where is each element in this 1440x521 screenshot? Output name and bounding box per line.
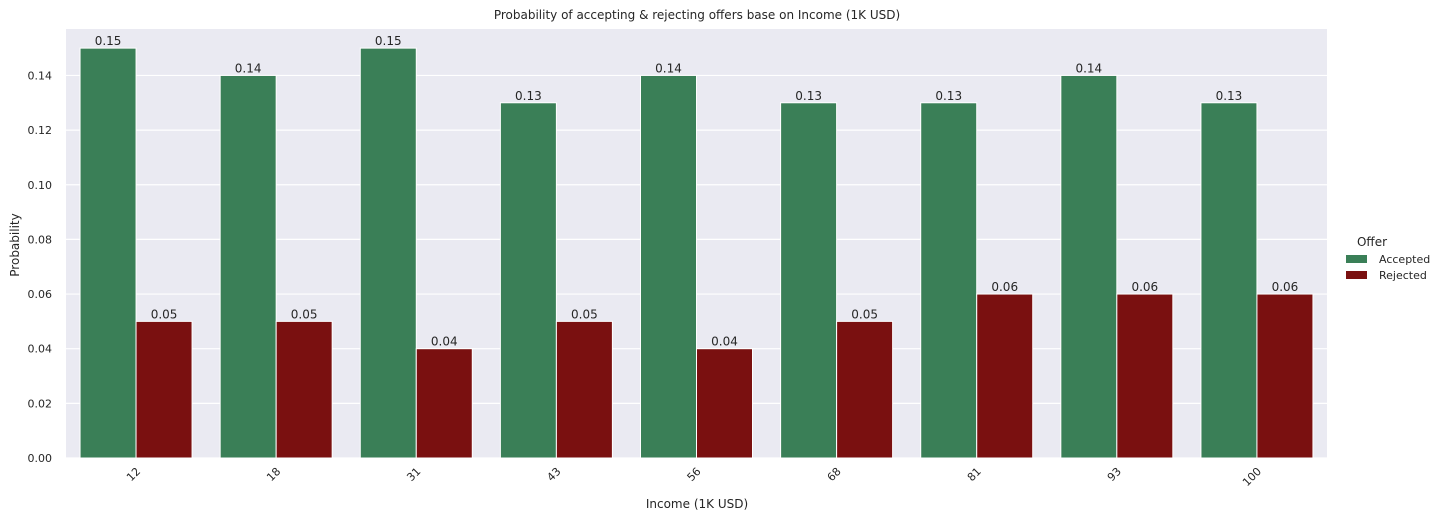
legend-items: Accepted Rejected (1346, 253, 1430, 282)
data-label: 0.14 (235, 61, 262, 75)
x-tick-label: 93 (1105, 465, 1124, 484)
x-tick-label: 31 (404, 465, 423, 484)
bar-rejected-93 (1116, 293, 1174, 459)
bar-accepted-31 (359, 47, 417, 459)
legend-swatch-accepted (1346, 255, 1367, 263)
data-label: 0.14 (1075, 61, 1102, 75)
data-label: 0.06 (991, 280, 1018, 294)
bar-accepted-93 (1060, 74, 1118, 459)
y-tick-label: 0.06 (28, 288, 53, 301)
data-label: 0.04 (711, 335, 738, 349)
data-label: 0.06 (1131, 280, 1158, 294)
legend-label-rejected: Rejected (1379, 269, 1427, 282)
x-tick-label: 43 (544, 465, 563, 484)
y-axis-title: Probability (8, 213, 22, 276)
data-label: 0.05 (291, 307, 318, 321)
bar-rejected-43 (555, 320, 613, 459)
y-tick-label: 0.00 (28, 452, 53, 465)
legend-swatch-rejected (1346, 271, 1367, 279)
data-label: 0.05 (851, 307, 878, 321)
bar-accepted-18 (219, 74, 277, 459)
data-label: 0.13 (1216, 89, 1243, 103)
legend-title: Offer (1357, 235, 1387, 249)
data-label: 0.15 (95, 34, 122, 48)
bar-rejected-56 (696, 348, 753, 459)
x-tick-label: 81 (965, 465, 984, 484)
data-label: 0.13 (795, 89, 822, 103)
bar-rejected-68 (836, 320, 894, 459)
x-tick-label: 12 (124, 465, 143, 484)
data-label: 0.05 (151, 307, 178, 321)
bar-rejected-81 (976, 293, 1034, 459)
x-tick-label: 68 (825, 465, 844, 484)
data-label: 0.05 (571, 307, 598, 321)
legend: Offer Accepted Rejected (1346, 235, 1430, 282)
chart-title: Probability of accepting & rejecting off… (494, 8, 900, 22)
bar-accepted-43 (499, 102, 557, 459)
bar-accepted-100 (1200, 102, 1258, 459)
x-tick-label: 100 (1240, 465, 1264, 489)
data-label: 0.14 (655, 61, 682, 75)
bar-accepted-68 (780, 102, 838, 459)
bar-rejected-12 (135, 320, 193, 459)
bar-accepted-81 (920, 102, 978, 459)
data-label: 0.13 (935, 89, 962, 103)
bar-rejected-31 (415, 348, 473, 459)
bar-accepted-56 (640, 74, 697, 459)
y-axis: 0.00 0.02 0.04 0.06 0.08 0.10 0.12 0.14 (28, 69, 53, 465)
y-tick-label: 0.12 (28, 124, 53, 137)
data-label: 0.13 (515, 89, 542, 103)
bar-accepted-12 (79, 47, 137, 459)
data-label: 0.04 (431, 335, 458, 349)
x-tick-label: 18 (264, 465, 283, 484)
y-tick-label: 0.10 (28, 179, 53, 192)
data-label: 0.06 (1272, 280, 1299, 294)
data-label: 0.15 (375, 34, 402, 48)
y-tick-label: 0.02 (28, 397, 53, 410)
x-axis: 12 18 31 43 56 68 81 93 100 (124, 465, 1264, 489)
bar-rejected-18 (275, 320, 333, 459)
bars (79, 47, 1314, 459)
x-axis-title: Income (1K USD) (646, 497, 748, 511)
y-tick-label: 0.14 (28, 69, 53, 82)
y-tick-label: 0.04 (28, 343, 53, 356)
y-tick-label: 0.08 (28, 233, 53, 246)
x-tick-label: 56 (685, 465, 704, 484)
bar-rejected-100 (1256, 293, 1314, 459)
data-labels: 0.15 0.05 0.14 0.05 0.15 0.04 0.13 0.05 0.14 0.04… (95, 34, 1299, 349)
legend-label-accepted: Accepted (1379, 253, 1430, 266)
